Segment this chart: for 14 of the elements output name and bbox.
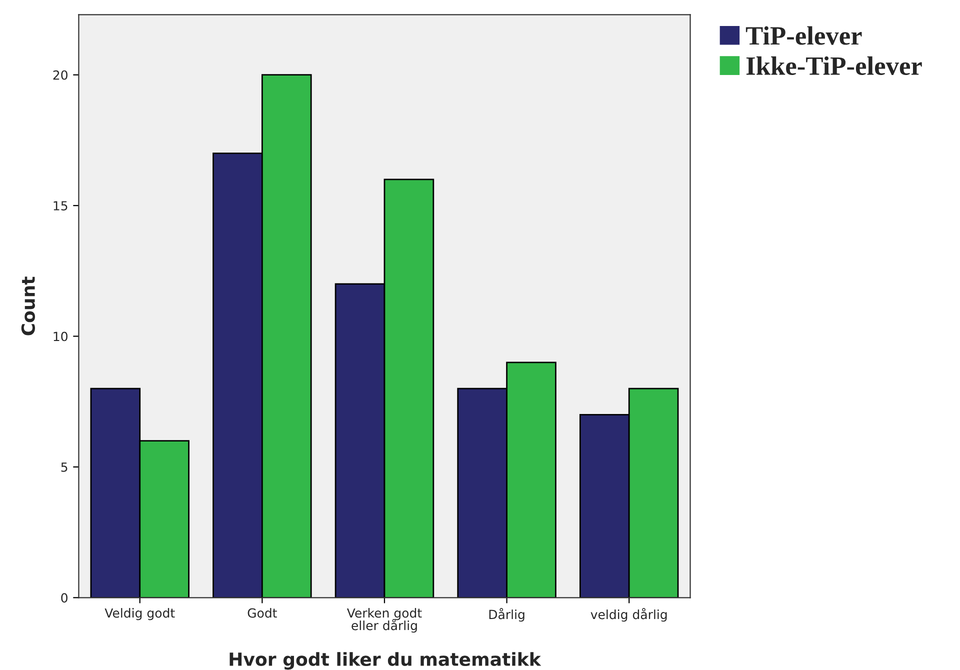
- x-tick-label: Veldig godt: [104, 608, 175, 620]
- y-tick-label: 10: [54, 332, 68, 342]
- x-tick-label: veldig dårlig: [590, 608, 667, 622]
- x-axis-title: Hvor godt liker du matematikk: [230, 652, 542, 670]
- x-tick-label: Verken godt eller dårlig: [346, 608, 422, 633]
- legend-label: TiP-elever: [746, 26, 862, 45]
- y-tick-label: 5: [61, 462, 68, 472]
- x-tick-label: Dårlig: [489, 608, 524, 622]
- legend-label: Ikke-TiP-elever: [746, 56, 922, 75]
- y-tick-label: 15: [54, 201, 68, 210]
- x-tick-label: Godt: [248, 608, 277, 618]
- y-tick-label: 20: [53, 70, 68, 80]
- y-tick-label: 0: [61, 593, 68, 603]
- y-axis-title: Count: [21, 276, 36, 336]
